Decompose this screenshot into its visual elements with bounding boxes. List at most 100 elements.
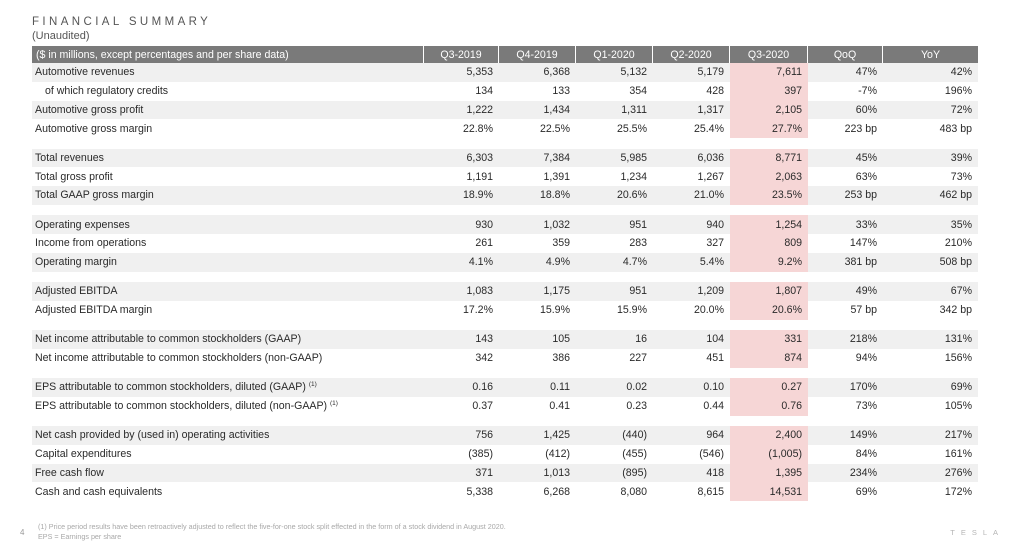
row-label: Free cash flow [35,466,104,479]
table-row: Net income attributable to common stockh… [32,330,978,349]
row-label-cell: Automotive gross profit [32,100,424,120]
group-spacer [32,415,978,426]
value-cell: 5,338 [466,485,493,498]
row-label: Total revenues [35,151,104,164]
table-row: Adjusted EBITDA 1,083 1,175 951 1,209 1,807 49… [32,282,978,301]
highlighted-value-cell: 14,531 [730,482,808,501]
row-label: Income from operations [35,237,147,250]
value-cell: 105% [944,400,972,413]
value-cell: 508 bp [883,252,978,272]
value-cell: 161% [944,448,972,461]
value-cell: 1,317 [653,100,730,120]
value-cell: 5,132 [576,63,653,82]
value-cell: 147% [849,237,877,250]
row-label: Operating expenses [35,218,130,231]
value-cell: -7% [858,85,877,98]
value-cell: 1,209 [653,282,730,301]
column-header: Q1-2020 [576,46,653,63]
value-cell: 386 [552,352,570,365]
highlighted-value-cell: 874 [730,348,808,368]
tesla-logo: TESLA [950,528,1004,537]
column-header: QoQ [808,46,883,63]
value-cell: 25.4% [693,122,724,135]
value-cell: 756 [424,426,499,445]
highlighted-value-cell: 20.6% [730,300,808,320]
page-title: FINANCIAL SUMMARY [32,16,212,28]
value-cell: 20.6% [576,186,653,205]
row-label: Capital expenditures [35,448,132,461]
value-cell: 18.8% [499,186,576,205]
value-cell: 451 [706,352,724,365]
value-cell: 483 bp [939,122,972,135]
financial-summary-table: ($ in millions, except percentages and p… [32,46,978,501]
footnote: (1) Price period results have been retro… [38,522,506,531]
value-cell: 49% [808,282,883,301]
row-label-cell: Automotive revenues [32,63,424,82]
row-label: Net cash provided by (used in) operating… [35,429,270,442]
value-cell: 42% [883,63,978,82]
row-label: Automotive gross margin [35,122,153,135]
value-cell: 134 [475,85,493,98]
value-cell: 210% [944,237,972,250]
value-cell: 69% [855,485,877,498]
value-cell: 327 [706,237,724,250]
value-cell: 1,425 [499,426,576,445]
value-cell: 1,434 [499,100,576,120]
row-label: Adjusted EBITDA margin [35,304,153,317]
highlighted-value-cell: 27.7% [730,119,808,138]
table-header-row: ($ in millions, except percentages and p… [32,46,978,63]
highlighted-value-cell: 0.27 [730,378,808,397]
page-subtitle: (Unaudited) [32,30,90,42]
row-label-cell: Automotive gross margin [32,119,424,138]
value-cell: 6,268 [543,485,570,498]
value-cell: 18.9% [424,186,499,205]
value-cell: 1,234 [620,170,647,183]
value-cell: 47% [808,63,883,82]
value-cell: 223 bp [844,122,877,135]
group-spacer [32,138,978,149]
table-row: Capital expenditures (385) (412) (455) (546)… [32,444,978,464]
value-cell: 1,013 [499,463,576,483]
value-cell: 1,191 [466,170,493,183]
value-cell: (895) [576,463,653,483]
value-cell: 172% [944,485,972,498]
table-row: Operating expenses 930 1,032 951 940 1,254 33%… [32,215,978,234]
highlighted-value-cell: 8,771 [730,148,808,168]
highlighted-value-cell: 809 [730,234,808,253]
column-header: Q3-2019 [424,46,499,63]
value-cell: 6,303 [424,148,499,168]
group-spacer [32,271,978,282]
table-body: Automotive revenues 5,353 6,368 5,132 5,179 7… [32,63,978,501]
table-row: Operating margin 4.1% 4.9% 4.7% 5.4% 9.2% 381 … [32,252,978,272]
row-label: EPS attributable to common stockholders,… [35,381,306,394]
value-cell: 0.23 [626,400,647,413]
value-cell: 25.5% [616,122,647,135]
value-cell: 342 [475,352,493,365]
value-cell: 8,080 [620,485,647,498]
value-cell: 22.8% [462,122,493,135]
column-header: ($ in millions, except percentages and p… [32,46,424,63]
table-row: Automotive gross profit 1,222 1,434 1,311 1,… [32,100,978,120]
value-cell: 218% [808,330,883,349]
value-cell: 930 [424,215,499,234]
value-cell: 0.02 [576,378,653,397]
row-label: EPS attributable to common stockholders,… [35,400,328,413]
value-cell: 21.0% [653,186,730,205]
table-row: EPS attributable to common stockholders,… [32,378,978,397]
table-row: Automotive revenues 5,353 6,368 5,132 5,179 7… [32,63,978,82]
value-cell: 371 [424,463,499,483]
value-cell: 1,267 [697,170,724,183]
row-label-cell: Net income attributable to common stockh… [32,349,424,368]
value-cell: 22.5% [539,122,570,135]
highlighted-value-cell: 23.5% [730,186,808,205]
value-cell: 418 [653,463,730,483]
table-row: Total GAAP gross margin 18.9% 18.8% 20.6% 21… [32,186,978,205]
value-cell: 964 [653,426,730,445]
table-row: Income from operations 261 359 283 327 809 147… [32,234,978,253]
highlighted-value-cell: 1,807 [730,282,808,301]
value-cell: 1,391 [543,170,570,183]
highlighted-value-cell: 331 [730,330,808,349]
value-cell: 73% [950,170,972,183]
row-label: Total gross profit [35,170,113,183]
value-cell: 342 bp [939,304,972,317]
